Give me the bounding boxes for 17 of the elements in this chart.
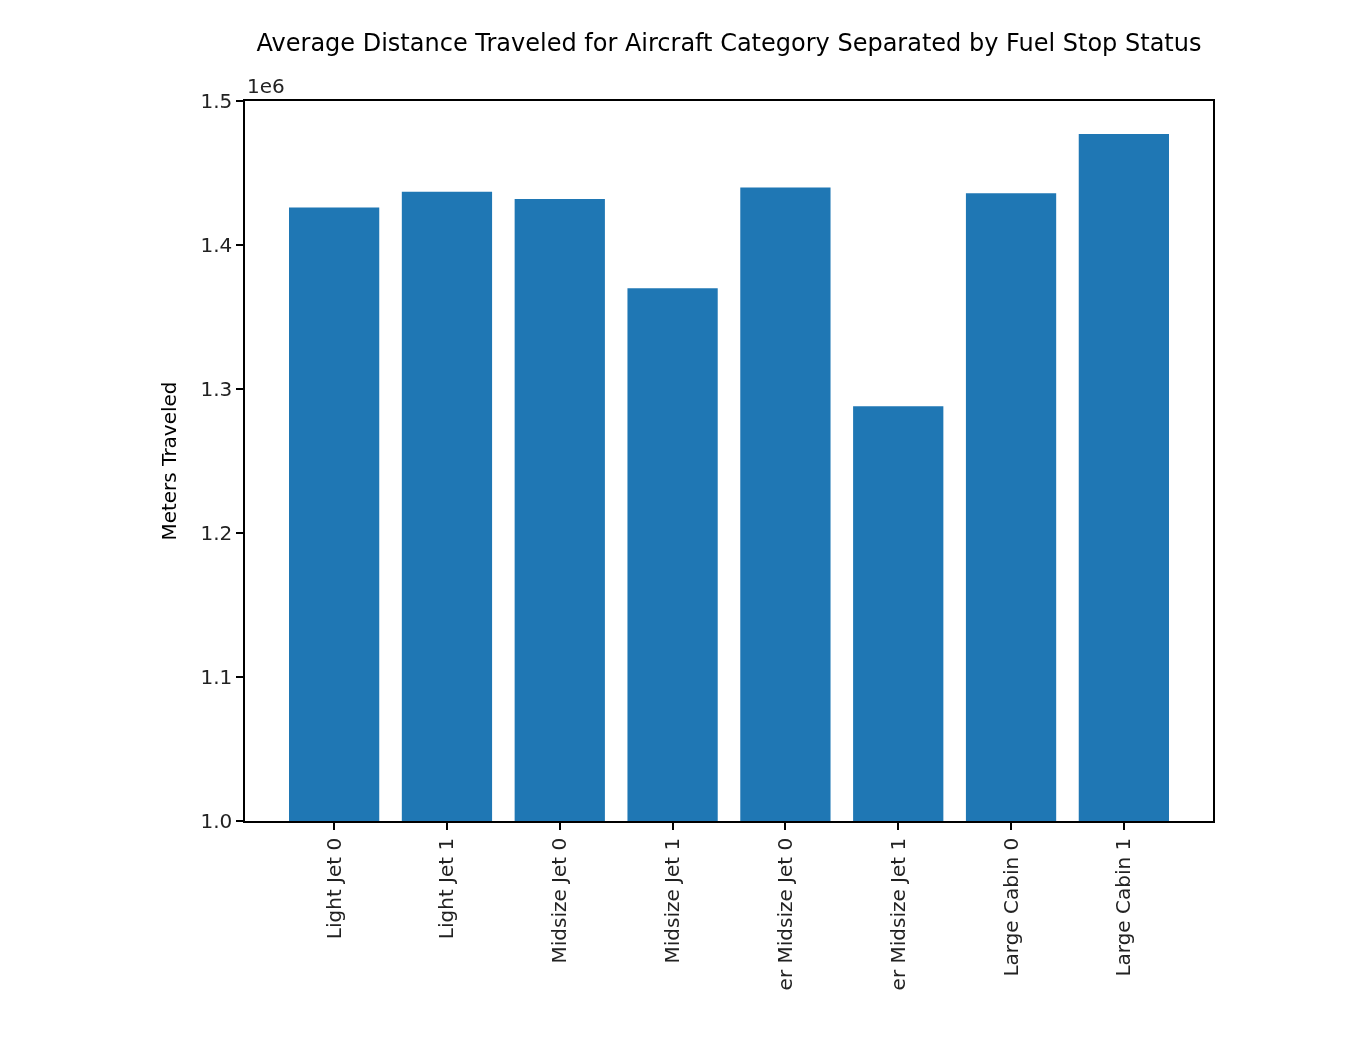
x-tick-label: Light Jet 0 xyxy=(321,837,346,940)
x-tick-label: Large Cabin 1 xyxy=(1111,837,1136,977)
x-tick-label: er Midsize Jet 1 xyxy=(885,837,910,991)
y-tick-label: 1.3 xyxy=(200,377,233,401)
x-tick-label: Midsize Jet 0 xyxy=(547,837,572,964)
x-tick-label: er Midsize Jet 0 xyxy=(772,837,797,991)
y-axis-title: Meters Traveled xyxy=(157,381,182,541)
y-tick-label: 1.2 xyxy=(200,521,233,545)
x-tick-label: Large Cabin 0 xyxy=(998,837,1023,977)
y-tick-label: 1.5 xyxy=(200,89,233,113)
x-tick-label: Light Jet 1 xyxy=(434,837,459,940)
x-tick-label: Midsize Jet 1 xyxy=(660,837,685,964)
y-tick-label: 1.0 xyxy=(200,809,233,833)
text: 1e6 xyxy=(247,74,285,98)
y-tick-label: 1.1 xyxy=(200,665,233,689)
y-tick-label: 1.4 xyxy=(200,233,233,257)
chart-title: Average Distance Traveled for Aircraft Category Separated by Fuel Stop Status xyxy=(256,29,1202,58)
